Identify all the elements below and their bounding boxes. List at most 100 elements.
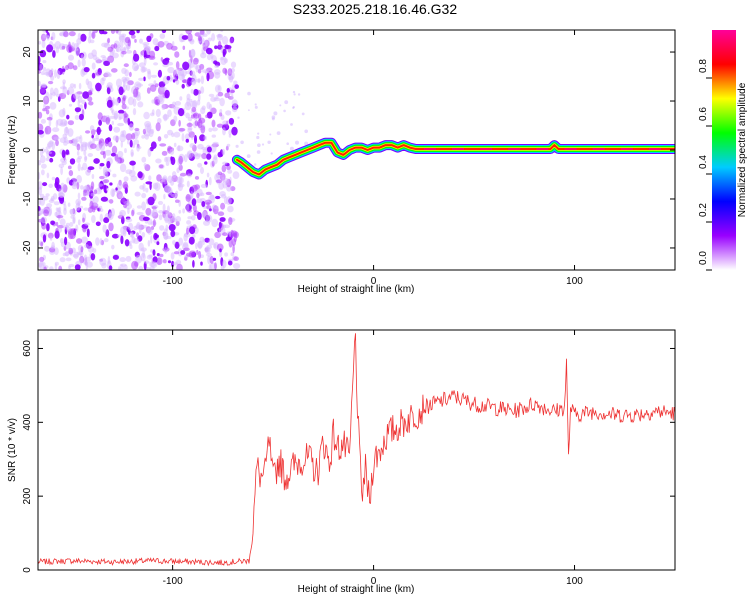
noise-speckle xyxy=(52,127,60,133)
noise-speckle xyxy=(206,30,211,35)
noise-speckle xyxy=(222,67,228,74)
noise-speckle xyxy=(68,265,71,270)
noise-speckle xyxy=(203,135,207,141)
noise-speckle xyxy=(254,163,257,166)
noise-speckle xyxy=(200,192,205,197)
noise-speckle xyxy=(223,58,228,64)
noise-speckle xyxy=(166,42,173,50)
noise-speckle xyxy=(53,201,60,206)
noise-speckle xyxy=(199,134,206,142)
noise-speckle xyxy=(290,123,293,126)
noise-speckle xyxy=(76,238,83,244)
noise-speckle xyxy=(178,155,183,165)
noise-speckle xyxy=(187,209,192,213)
noise-speckle xyxy=(147,70,152,80)
noise-speckle xyxy=(145,187,149,193)
noise-speckle xyxy=(46,44,54,53)
noise-speckle xyxy=(169,148,175,155)
noise-speckle xyxy=(127,207,130,215)
noise-speckle xyxy=(65,250,70,257)
noise-speckle xyxy=(156,253,160,257)
noise-speckle xyxy=(46,203,53,208)
noise-speckle xyxy=(217,171,223,176)
noise-speckle xyxy=(69,208,75,215)
noise-speckle xyxy=(213,154,218,160)
noise-speckle xyxy=(91,215,96,223)
noise-speckle xyxy=(45,105,50,110)
noise-speckle xyxy=(47,232,54,239)
snr-marks xyxy=(38,333,675,567)
noise-speckle xyxy=(120,199,126,203)
noise-speckle xyxy=(233,263,241,269)
noise-speckle xyxy=(65,226,72,231)
noise-speckle xyxy=(38,181,43,190)
noise-speckle xyxy=(131,236,136,244)
noise-speckle xyxy=(206,53,212,61)
noise-speckle xyxy=(131,260,139,270)
noise-speckle xyxy=(124,69,129,77)
noise-speckle xyxy=(191,106,197,113)
noise-speckle xyxy=(197,68,202,74)
noise-speckle xyxy=(301,112,305,116)
noise-speckle xyxy=(159,33,166,39)
noise-speckle xyxy=(159,225,165,231)
noise-speckle xyxy=(43,209,49,217)
noise-speckle xyxy=(158,210,164,214)
noise-speckle xyxy=(136,211,144,216)
noise-speckle xyxy=(173,131,181,138)
noise-speckle xyxy=(152,256,158,263)
noise-speckle xyxy=(111,244,115,250)
noise-speckle xyxy=(53,136,60,141)
noise-speckle xyxy=(218,221,222,229)
noise-speckle xyxy=(69,222,74,227)
noise-speckle xyxy=(42,108,47,112)
noise-speckle xyxy=(113,126,121,133)
noise-speckle xyxy=(231,71,235,80)
noise-speckle xyxy=(103,169,109,179)
noise-speckle xyxy=(173,251,180,255)
noise-speckle xyxy=(204,199,212,205)
noise-speckle xyxy=(156,241,160,246)
noise-speckle xyxy=(145,181,153,185)
spectrogram-y-tick-label: 0 xyxy=(22,147,33,153)
noise-speckle xyxy=(150,84,157,92)
noise-speckle xyxy=(123,46,127,52)
noise-speckle xyxy=(225,145,229,151)
noise-speckle xyxy=(140,66,146,73)
noise-speckle xyxy=(173,142,177,148)
noise-speckle xyxy=(44,96,48,101)
noise-speckle xyxy=(60,166,63,176)
noise-speckle xyxy=(161,176,166,183)
noise-speckle xyxy=(95,72,102,76)
noise-speckle xyxy=(168,187,173,196)
noise-speckle xyxy=(40,71,45,76)
noise-speckle xyxy=(151,74,157,78)
noise-speckle xyxy=(142,249,146,259)
noise-speckle xyxy=(146,227,153,235)
noise-speckle xyxy=(138,265,144,270)
noise-speckle xyxy=(62,86,68,95)
noise-speckle xyxy=(54,177,60,186)
noise-speckle xyxy=(48,80,54,85)
noise-speckle xyxy=(76,175,82,184)
noise-speckle xyxy=(224,92,230,99)
noise-speckle xyxy=(227,47,232,53)
noise-speckle xyxy=(235,144,239,148)
noise-speckle xyxy=(121,50,127,55)
noise-speckle xyxy=(45,30,49,33)
noise-speckle xyxy=(163,232,169,240)
noise-speckle xyxy=(146,125,151,133)
noise-speckle xyxy=(67,202,71,207)
noise-speckle xyxy=(82,217,85,223)
spectrogram-x-tick-label: -100 xyxy=(163,276,183,287)
noise-speckle xyxy=(69,230,76,240)
noise-speckle xyxy=(111,68,118,73)
noise-speckle xyxy=(219,112,223,117)
noise-speckle xyxy=(222,161,228,165)
noise-speckle xyxy=(50,197,54,202)
noise-speckle xyxy=(217,85,221,91)
noise-speckle xyxy=(114,110,119,120)
noise-speckle xyxy=(126,50,133,54)
